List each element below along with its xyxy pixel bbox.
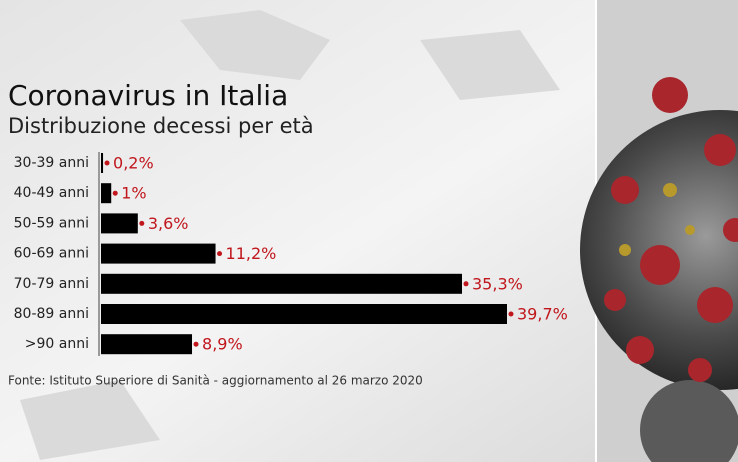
y-tick-label: 70-79 anni — [14, 276, 89, 292]
bar — [101, 243, 216, 264]
y-tick-label: 80-89 anni — [14, 306, 89, 322]
bar — [101, 304, 507, 324]
value-label: 0,2% — [113, 154, 154, 173]
chart-title: Coronavirus in Italia — [8, 79, 288, 112]
bar-end-dot — [104, 160, 110, 166]
value-label: 8,9% — [202, 335, 243, 354]
bar-end-dot — [112, 190, 118, 196]
bar-end-dot — [508, 311, 514, 317]
bar — [101, 153, 104, 173]
bar — [101, 273, 463, 294]
bar — [101, 183, 112, 204]
y-tick-label: 40-49 anni — [14, 185, 89, 201]
virus-illustration — [580, 0, 738, 462]
bar — [101, 213, 138, 234]
bar-end-dot — [193, 341, 199, 347]
bar-end-dot — [217, 251, 223, 257]
bar-end-dot — [463, 281, 469, 287]
value-label: 3,6% — [148, 214, 189, 233]
value-label: 35,3% — [472, 274, 523, 293]
chart-subtitle: Distribuzione decessi per età — [8, 114, 314, 138]
y-tick-label: >90 anni — [25, 336, 89, 352]
y-tick-label: 30-39 anni — [14, 155, 89, 171]
map-decoration — [20, 10, 560, 460]
y-tick-label: 60-69 anni — [14, 246, 89, 262]
source-note: Fonte: Istituto Superiore di Sanità - ag… — [8, 374, 423, 388]
bar-end-dot — [139, 220, 145, 226]
bar — [101, 334, 193, 355]
y-tick-label: 50-59 anni — [14, 215, 89, 231]
value-label: 1% — [121, 184, 146, 203]
value-label: 11,2% — [226, 244, 277, 263]
value-label: 39,7% — [517, 305, 568, 324]
